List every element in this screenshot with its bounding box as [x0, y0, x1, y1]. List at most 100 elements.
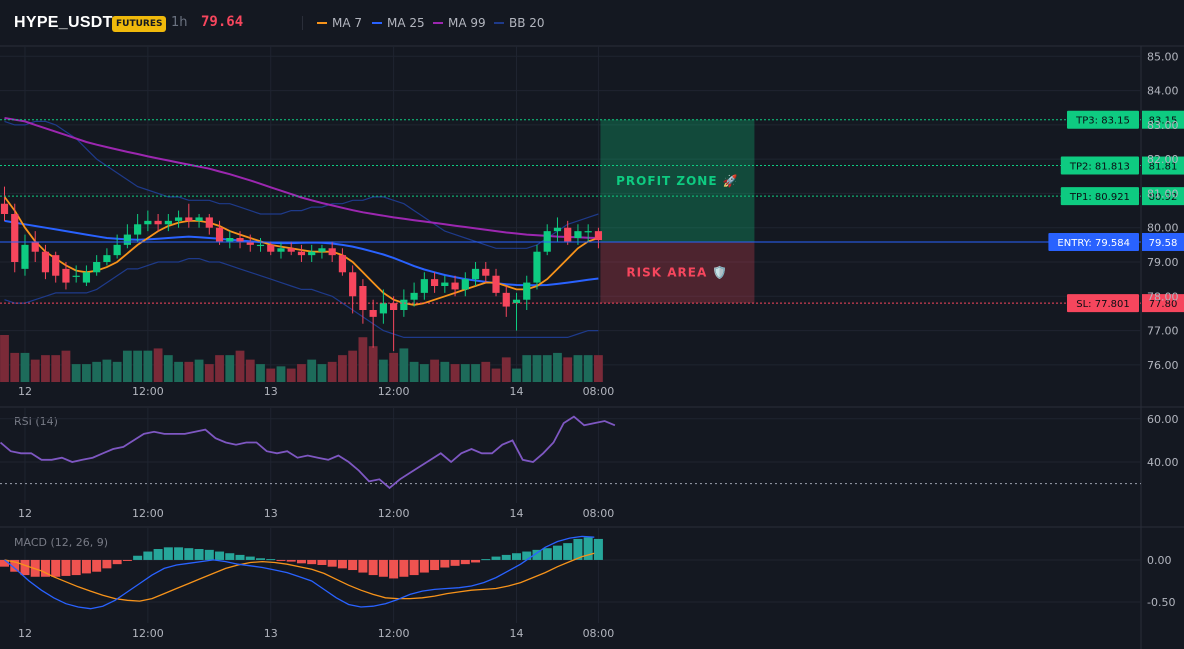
macd-histogram-bar — [40, 559, 50, 577]
time-tick: 13 — [264, 507, 278, 520]
macd-histogram-bar — [348, 559, 358, 571]
macd-histogram-bar — [204, 549, 214, 560]
volume-bar — [378, 359, 388, 382]
volume-bar — [450, 364, 460, 382]
price-tick: 85.00 — [1147, 50, 1179, 63]
candle-body — [430, 279, 439, 286]
bb-lower-line — [4, 258, 599, 338]
volume-bar — [399, 348, 409, 382]
volume-bar — [102, 359, 112, 382]
volume-bar — [491, 368, 501, 382]
entry-tag: ENTRY: 79.584 — [1057, 238, 1130, 249]
macd-histogram-bar — [71, 559, 81, 576]
macd-histogram-bar — [143, 551, 153, 560]
macd-histogram-bar — [563, 543, 573, 560]
candle-body — [174, 217, 183, 221]
macd-histogram-bar — [419, 559, 429, 573]
volume-bar — [92, 361, 102, 382]
time-tick: 13 — [264, 385, 278, 398]
tp3-tag: TP3: 83.15 — [1075, 116, 1130, 127]
macd-histogram-bar — [522, 551, 532, 560]
volume-bar — [143, 350, 153, 382]
macd-histogram-bar — [266, 559, 276, 561]
legend-ma99-swatch — [433, 22, 443, 24]
candle-body — [379, 303, 387, 314]
candle-body — [482, 268, 490, 276]
candle-body — [553, 227, 562, 232]
candle-body — [308, 251, 316, 256]
volume-bar — [348, 350, 358, 382]
macd-histogram-bar — [542, 548, 552, 560]
trade-zones: PROFIT ZONE 🚀 RISK AREA 🛡️ — [600, 119, 755, 304]
legend-bb20[interactable]: BB 20 — [494, 16, 545, 30]
candles[interactable] — [0, 186, 603, 352]
time-tick: 12:00 — [378, 627, 410, 640]
legend-ma7-label: MA 7 — [332, 16, 363, 30]
macd-histogram-bar — [471, 559, 481, 563]
candle-body — [103, 255, 111, 262]
macd-tick: 0.00 — [1147, 554, 1172, 567]
time-tick: 08:00 — [583, 385, 615, 398]
candle-body — [277, 248, 285, 252]
macd-histogram-bar — [20, 559, 30, 576]
macd-line — [4, 535, 595, 610]
volume-bar — [553, 352, 562, 382]
macd-histogram-bar — [491, 556, 501, 560]
volume-bar — [61, 350, 71, 382]
candle-body — [400, 299, 408, 310]
rsi-title: RSI (14) — [14, 415, 58, 428]
candle-body — [185, 217, 193, 221]
time-tick: 14 — [510, 385, 524, 398]
entry-axis-bg — [1142, 232, 1184, 251]
legend-ma99[interactable]: MA 99 — [433, 16, 486, 30]
risk-zone — [600, 241, 755, 304]
volume-bar — [163, 355, 173, 382]
price-tick: 78.00 — [1147, 290, 1179, 303]
chart-header: HYPE_USDT FUTURES 1h 79.64 MA 7 MA 25 MA… — [0, 0, 1184, 46]
volume-bar — [256, 364, 265, 382]
macd-title: MACD (12, 26, 9) — [14, 536, 108, 549]
tp3-axis-bg — [1142, 110, 1184, 129]
volume-bars — [0, 335, 603, 382]
legend-ma25[interactable]: MA 25 — [372, 16, 425, 30]
macd-histogram-bar — [358, 559, 368, 573]
time-tick: 08:00 — [583, 507, 615, 520]
header-divider — [302, 16, 303, 30]
volume-bar — [20, 352, 30, 382]
volume-bar — [583, 355, 593, 382]
volume-bar — [122, 350, 132, 382]
volume-bar — [358, 337, 368, 382]
entry-axis-label: 79.58 — [1149, 238, 1178, 249]
macd-histogram-bar — [81, 559, 91, 574]
timeframe-selector[interactable]: 1h — [171, 15, 188, 30]
trade-levels: TP3: 83.15 TP2: 81.813 TP1: 80.921 ENTRY: 7… — [0, 110, 1141, 313]
candle-body — [31, 241, 39, 252]
tp2-tag: TP2: 81.813 — [1069, 162, 1130, 173]
macd-histogram-bar — [317, 559, 327, 565]
candle-body — [21, 244, 29, 269]
volume-bar — [215, 355, 224, 382]
candle-body — [0, 203, 9, 214]
volume-bar — [594, 355, 603, 382]
tp3-tag-bg — [1067, 110, 1139, 129]
macd-histogram-bar — [307, 559, 317, 565]
volume-bar — [481, 361, 491, 382]
macd-histogram-bar — [286, 559, 296, 562]
candle-body — [287, 248, 295, 252]
entry-tag-bg — [1048, 232, 1139, 251]
symbol-title[interactable]: HYPE_USDT — [14, 14, 113, 31]
candle-body — [451, 282, 459, 290]
volume-bar — [286, 368, 296, 382]
macd-histogram-bar — [10, 559, 20, 572]
candle-body — [195, 217, 203, 221]
macd-histogram-bar — [112, 559, 122, 565]
volume-bar — [389, 352, 399, 382]
candle-body — [52, 255, 60, 276]
macd-histogram-bar — [51, 559, 61, 577]
time-tick: 12 — [18, 507, 32, 520]
legend-ma7[interactable]: MA 7 — [317, 16, 362, 30]
time-tick: 12:00 — [132, 507, 164, 520]
candle-body — [62, 268, 70, 283]
macd-pane: MACD (12, 26, 9) — [0, 535, 1141, 610]
